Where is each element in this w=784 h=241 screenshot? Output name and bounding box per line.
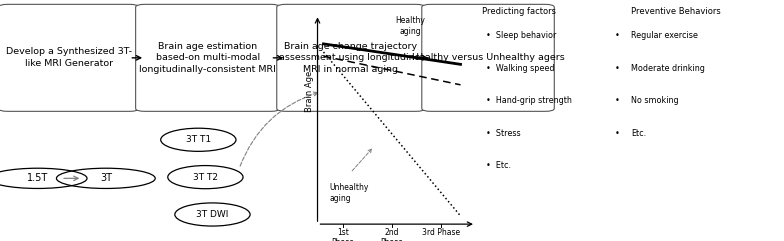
FancyBboxPatch shape	[277, 4, 425, 111]
Text: Healthy versus Unhealthy agers: Healthy versus Unhealthy agers	[412, 53, 564, 62]
FancyBboxPatch shape	[0, 4, 139, 111]
Text: 3T: 3T	[100, 173, 112, 183]
Text: •: •	[615, 64, 619, 73]
Text: Healthy
aging: Healthy aging	[395, 16, 425, 36]
Text: 3T DWI: 3T DWI	[196, 210, 229, 219]
Text: No smoking: No smoking	[631, 96, 679, 105]
Text: Brain age estimation
based-on multi-modal
longitudinally-consistent MRI: Brain age estimation based-on multi-moda…	[140, 41, 276, 74]
Text: Develop a Synthesized 3T-
like MRI Generator: Develop a Synthesized 3T- like MRI Gener…	[5, 47, 132, 68]
Text: •  Stress: • Stress	[486, 129, 521, 138]
Text: Predicting factors: Predicting factors	[482, 7, 556, 16]
Text: •: •	[615, 31, 619, 40]
Text: •  Walking speed: • Walking speed	[486, 64, 554, 73]
Text: •  Sleep behavior: • Sleep behavior	[486, 31, 557, 40]
Text: 1st
Phase: 1st Phase	[332, 228, 354, 241]
Text: Preventive Behaviors: Preventive Behaviors	[631, 7, 720, 16]
Text: Brain Age: Brain Age	[306, 70, 314, 112]
Text: 3T T2: 3T T2	[193, 173, 218, 182]
Text: 3T T1: 3T T1	[186, 135, 211, 144]
Text: •  Etc.: • Etc.	[486, 161, 511, 170]
Text: •  Hand-grip strength: • Hand-grip strength	[486, 96, 572, 105]
Text: Brain age change trajectory
assessment using longitudinal
MRI in normal aging: Brain age change trajectory assessment u…	[279, 41, 423, 74]
Text: Regular exercise: Regular exercise	[631, 31, 698, 40]
FancyBboxPatch shape	[422, 4, 554, 111]
Text: 1.5T: 1.5T	[27, 173, 49, 183]
FancyBboxPatch shape	[136, 4, 280, 111]
Text: Moderate drinking: Moderate drinking	[631, 64, 705, 73]
Text: Etc.: Etc.	[631, 129, 646, 138]
Text: 2nd
Phase: 2nd Phase	[380, 228, 404, 241]
Text: •: •	[615, 96, 619, 105]
Text: •: •	[615, 129, 619, 138]
Text: 3rd Phase: 3rd Phase	[422, 228, 460, 237]
Text: Unhealthy
aging: Unhealthy aging	[329, 183, 368, 202]
